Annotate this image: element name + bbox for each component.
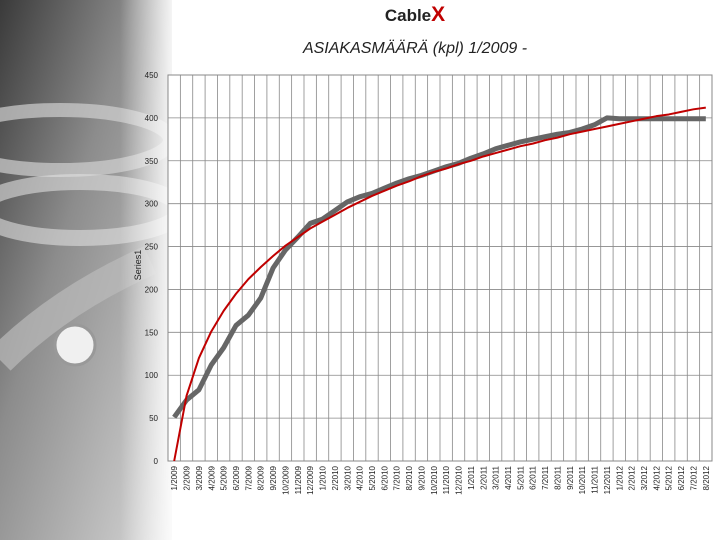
x-tick-label: 9/2010	[417, 465, 426, 490]
x-tick-label: 2/2012	[628, 465, 637, 490]
y-tick-label: 300	[145, 200, 159, 209]
x-tick-label: 1/2009	[170, 465, 179, 490]
x-tick-label: 10/2010	[430, 465, 439, 494]
x-tick-label: 12/2009	[306, 465, 315, 494]
brand-text: Cable	[385, 6, 431, 25]
x-tick-label: 5/2011	[516, 465, 525, 489]
x-tick-label: 1/2010	[319, 465, 328, 490]
cable-photo	[0, 0, 188, 540]
x-tick-label: 12/2010	[455, 465, 464, 494]
x-tick-label: 11/2011	[591, 465, 600, 493]
x-tick-label: 4/2009	[207, 465, 216, 490]
x-tick-label: 3/2010	[343, 465, 352, 490]
x-tick-label: 6/2009	[232, 465, 241, 490]
y-tick-label: 150	[145, 328, 159, 337]
y-axis-label: Series1	[133, 250, 143, 281]
y-tick-label: 50	[149, 414, 158, 423]
chart-title: ASIAKASMÄÄRÄ (kpl) 1/2009 -	[302, 39, 527, 57]
x-tick-label: 6/2012	[677, 465, 686, 490]
x-tick-label: 10/2009	[281, 465, 290, 494]
trend-line	[173, 106, 706, 462]
brand: CableX	[385, 3, 445, 26]
x-tick-label: 8/2010	[405, 465, 414, 490]
x-tick-label: 4/2010	[356, 465, 365, 490]
x-tick-label: 11/2009	[294, 465, 303, 494]
x-tick-label: 8/2011	[553, 465, 562, 489]
x-tick-label: 8/2009	[257, 465, 266, 490]
x-tick-label: 5/2009	[220, 465, 229, 490]
x-tick-label: 1/2012	[615, 465, 624, 490]
x-tick-label: 7/2010	[393, 465, 402, 490]
x-tick-label: 2/2009	[183, 465, 192, 490]
x-tick-label: 4/2011	[504, 465, 513, 489]
series-line	[172, 115, 706, 419]
x-tick-label: 2/2010	[331, 465, 340, 490]
x-tick-label: 3/2009	[195, 465, 204, 490]
y-tick-label: 0	[154, 457, 159, 466]
x-tick-label: 9/2009	[269, 465, 278, 490]
x-tick-label: 2/2011	[479, 465, 488, 489]
x-tick-label: 3/2011	[492, 465, 501, 489]
x-tick-label: 1/2011	[467, 465, 476, 489]
x-tick-label: 3/2012	[640, 465, 649, 490]
x-tick-label: 5/2010	[368, 465, 377, 490]
y-tick-label: 250	[145, 243, 159, 252]
x-tick-label: 6/2010	[380, 465, 389, 490]
x-tick-label: 10/2011	[578, 465, 587, 494]
x-tick-label: 7/2012	[689, 465, 698, 490]
y-tick-label: 400	[145, 114, 159, 123]
x-tick-label: 4/2012	[652, 465, 661, 490]
x-tick-label: 8/2012	[702, 465, 711, 490]
y-tick-label: 100	[145, 371, 159, 380]
brand-accent: X	[431, 3, 445, 26]
x-tick-label: 6/2011	[529, 465, 538, 489]
x-tick-label: 9/2011	[566, 465, 575, 489]
x-tick-label: 7/2011	[541, 465, 550, 489]
x-tick-label: 11/2010	[442, 465, 451, 494]
y-tick-label: 450	[145, 71, 159, 80]
x-tick-label: 12/2011	[603, 465, 612, 494]
y-tick-label: 350	[145, 157, 159, 166]
x-tick-label: 5/2012	[665, 465, 674, 490]
y-tick-label: 200	[145, 285, 159, 294]
x-tick-label: 7/2009	[244, 465, 253, 490]
